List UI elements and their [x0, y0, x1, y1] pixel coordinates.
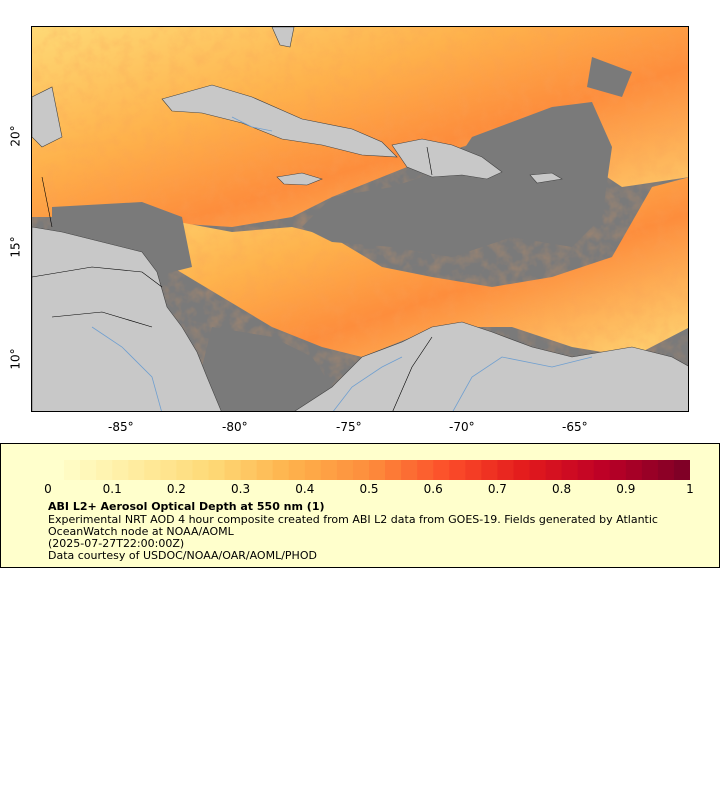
colorbar-segment	[385, 460, 402, 480]
colorbar-segment	[641, 460, 659, 480]
no-data-areas	[52, 57, 632, 411]
colorbar-segment	[417, 460, 434, 480]
land	[32, 27, 688, 411]
colorbar-segment	[593, 460, 611, 480]
colorbar-segment	[224, 460, 242, 480]
colorbar-segment	[561, 460, 579, 480]
colorbar-segment	[48, 460, 65, 480]
colorbar-segment	[320, 460, 338, 480]
colorbar-segment	[336, 460, 354, 480]
colorbar-tick-label: 0.5	[359, 482, 379, 496]
colorbar-tick-label: 0.9	[616, 482, 636, 496]
colorbar-segment	[449, 460, 466, 480]
central-america-landmass	[32, 226, 222, 411]
legend-timestamp: (2025-07-27T22:00:00Z)	[48, 537, 185, 550]
colorbar-segment	[144, 460, 161, 480]
colorbar-segment	[401, 460, 418, 480]
colorbar-segment	[240, 460, 258, 480]
colorbar-tick-label: 0.1	[102, 482, 122, 496]
colorbar-tick-label: 0.2	[166, 482, 186, 496]
puerto-rico-landmass	[529, 172, 563, 184]
legend-panel: 0 0.1 0.2 0.3 0.4 0.5 0.6 0.7 0.8 0.9 1 ABI L2+ Ae…	[0, 443, 720, 568]
colorbar-tick-label: 0.3	[231, 482, 251, 496]
map-canvas	[32, 27, 688, 411]
colorbar-tick-label: 0.7	[487, 482, 507, 496]
latitude-label: 10°	[8, 348, 23, 370]
colorbar-segment	[304, 460, 322, 480]
longitude-label: -85°	[108, 420, 134, 434]
legend-credit: Data courtesy of USDOC/NOAA/OAR/AOML/PHO…	[48, 549, 317, 562]
colorbar-segment	[128, 460, 145, 480]
colorbar-segment	[369, 460, 386, 480]
colorbar-tick-label: 0.8	[552, 482, 572, 496]
colorbar-segment	[288, 460, 306, 480]
colorbar-segment	[433, 460, 450, 480]
colorbar-segment	[80, 460, 97, 480]
colorbar-segment	[673, 460, 690, 480]
country-borders	[32, 146, 433, 411]
colorbar-segment	[96, 460, 113, 480]
colorbar-segment	[465, 460, 482, 480]
colorbar-segment	[545, 460, 563, 480]
colorbar-segment	[208, 460, 226, 480]
colorbar-segment	[64, 460, 81, 480]
longitude-label: -80°	[222, 420, 248, 434]
colorbar-segment	[481, 460, 498, 480]
colorbar-segment	[112, 460, 129, 480]
hispaniola-landmass	[391, 138, 503, 180]
colorbar-segment	[176, 460, 194, 480]
colorbar-tick-label: 0.6	[423, 482, 443, 496]
colorbar-segment	[160, 460, 177, 480]
colorbar-segment	[657, 460, 675, 480]
legend-title: ABI L2+ Aerosol Optical Depth at 550 nm …	[48, 500, 325, 513]
cuba-landmass	[161, 84, 398, 158]
colorbar-segment	[609, 460, 627, 480]
colorbar-segment	[272, 460, 290, 480]
legend-description: Experimental NRT AOD 4 hour composite cr…	[48, 513, 658, 538]
latitude-label: 15°	[8, 236, 23, 258]
longitude-label: -65°	[562, 420, 588, 434]
colorbar-segment	[352, 460, 370, 480]
colorbar-tick-label: 0.4	[295, 482, 315, 496]
jamaica-landmass	[276, 172, 323, 186]
colorbar-segment	[577, 460, 595, 480]
colorbar	[48, 460, 690, 480]
colorbar-segment	[497, 460, 515, 480]
colorbar-segment	[513, 460, 531, 480]
colorbar-segment	[192, 460, 210, 480]
latitude-label: 20°	[8, 125, 23, 147]
colorbar-segment	[529, 460, 547, 480]
colorbar-tick-label: 0	[44, 482, 52, 496]
longitude-label: -75°	[336, 420, 362, 434]
colorbar-segment	[256, 460, 274, 480]
longitude-label: -70°	[449, 420, 475, 434]
colorbar-tick-label: 1	[686, 482, 694, 496]
south-america-landmass	[294, 321, 688, 411]
colorbar-segment	[625, 460, 643, 480]
aod-map	[31, 26, 689, 412]
rivers	[91, 116, 593, 411]
